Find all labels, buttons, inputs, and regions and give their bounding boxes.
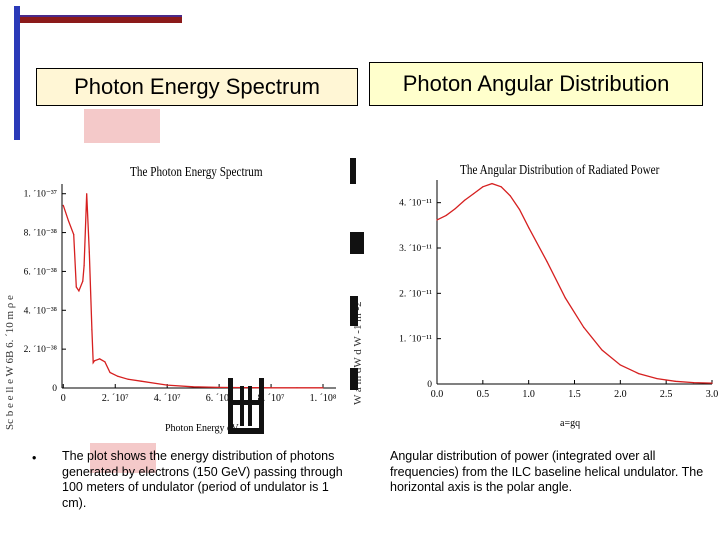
chart2-x-tick-label: 0.5 [477,389,490,400]
chart1-data-point [92,362,94,364]
chart1-y-tick-label: 0 [52,384,57,394]
caption-left: The plot shows the energy distribution o… [62,449,343,510]
chart2-data-point [445,214,447,216]
chart1-y-tick-label: 6. ´10⁻³⁸ [24,266,57,277]
black-overlay-artifact [228,378,264,434]
chart1-data-point [73,233,75,236]
middle-black-mark-1 [350,158,356,184]
chart2-data-point [656,377,658,380]
chart1-data-point [83,265,85,267]
chart1-data-point [93,360,96,362]
chart1-data-point [109,371,111,374]
chart1-data-point [62,204,64,206]
chart2-data-point [482,186,484,188]
chart1-x-tick-label: 0 [61,393,66,404]
chart1-title: The Photon Energy Spectrum [130,165,263,180]
chart1-y-tick-label: 2. ´10⁻³⁸ [24,344,57,355]
chart2-data-point [473,193,475,195]
chart1-data-point [75,286,77,288]
chart1-x-tick-label: 6. ´10⁷ [206,393,233,404]
chart2-data-point [454,207,456,210]
chart2-data-point [674,380,676,382]
chart1-x-tick-label: 1. ´10⁸ [310,393,337,404]
chart1-data-point [82,280,84,282]
decorative-bar-vertical [14,6,20,140]
middle-black-mark-4 [350,368,358,390]
caption-bullet: • [32,451,37,465]
chart2-y-tick-label: 3. ´10⁻¹¹ [399,243,432,254]
chart1-y-tick-label: 8. ´10⁻³⁸ [24,228,57,239]
chart1-data-point [296,387,298,389]
pink-artifact-bottom [90,443,156,473]
chart1-xlabel: Photon Energy eV [165,423,239,434]
chart1-data-point [99,358,101,360]
chart2-series-line [436,182,713,384]
chart1-x-tick-label: 2. ´10⁷ [102,393,129,404]
chart2-data-point [711,382,713,384]
chart2-data-point [546,261,548,263]
chart2-data-point [463,199,466,201]
title-left-text: Photon Energy Spectrum [74,74,320,99]
chart2-data-point [601,349,603,351]
chart2-data-point [528,227,530,229]
title-photon-angular-distribution: Photon Angular Distribution [369,62,703,106]
chart2-data-point [583,326,585,328]
chart1-data-point [322,387,324,389]
chart1-data-point [270,387,272,389]
chart1-data-point [117,375,119,377]
pink-artifact-top [84,109,160,143]
chart2-xlabel: a=gq [560,418,581,429]
caption-right: Angular distribution of power (integrate… [390,449,704,494]
chart1-data-point [78,290,80,292]
chart2-y-tick-label: 1. ´10⁻¹¹ [399,334,432,345]
chart2-y-tick-label: 2. ´10⁻¹¹ [399,288,432,299]
chart1-data-point [88,251,90,253]
middle-black-mark-3 [350,296,358,326]
middle-black-mark-2 [350,232,364,254]
chart1-data-point [140,380,142,382]
chart1-data-point [244,387,246,389]
chart1-data-point [91,329,93,331]
chart1-data-point [166,384,168,386]
chart2-x-tick-label: 0.0 [431,389,444,400]
chart2-data-point [500,186,502,188]
chart2-x-tick-label: 3.0 [706,389,719,400]
decorative-bar-horizontal [14,15,182,23]
chart2-data-point [619,364,621,366]
chart1-data-point [127,378,129,380]
chart2-data-point [638,372,640,375]
title-photon-energy-spectrum: Photon Energy Spectrum [36,68,358,106]
chart2-x-tick-label: 1.5 [568,389,581,400]
chart1-y-tick-label: 1. ´10⁻³⁷ [24,189,57,200]
chart2-data-point [518,208,521,211]
chart1-data-point [104,361,106,363]
chart1-data-point [192,386,194,388]
chart2-data-point [436,219,438,221]
chart1-x-tick-label: 8. ´10⁷ [258,393,285,404]
chart2-x-tick-label: 1.0 [522,389,535,400]
chart1-data-point [218,386,220,389]
chart1-x-tick-label: 4. ´10⁷ [154,393,181,404]
chart2-data-point [564,297,566,299]
chart2-data-point [509,195,511,197]
chart2-x-tick-label: 2.5 [660,389,673,400]
chart1-data-point [86,193,88,195]
chart2-y-tick-label: 4. ´10⁻¹¹ [399,198,432,209]
chart1-data-point [67,220,70,222]
chart2-title: The Angular Distribution of Radiated Pow… [460,163,660,178]
chart2-y-tick-label: 0 [427,380,432,390]
chart2-x-tick-label: 2.0 [614,389,627,400]
chart2-data-point [491,183,493,185]
title-right-text: Photon Angular Distribution [402,71,670,96]
chart1-y-tick-label: 4. ´10⁻³⁸ [24,305,57,316]
chart2-data-point [693,382,695,384]
